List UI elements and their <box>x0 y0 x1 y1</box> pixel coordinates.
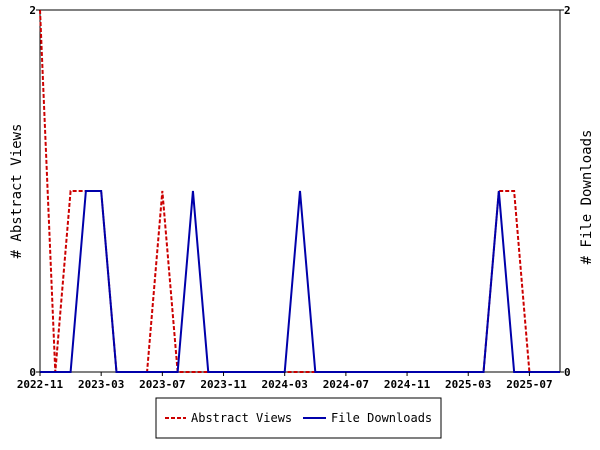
x-tick-label: 2024-07 <box>323 378 369 391</box>
x-tick-label: 2023-03 <box>78 378 124 391</box>
legend-label-abstract-views: Abstract Views <box>191 411 292 425</box>
y-axis-title-left: # Abstract Views <box>9 124 25 259</box>
legend-box <box>155 397 442 439</box>
y-tick-label-right: 0 <box>564 366 571 379</box>
x-tick-label: 2025-07 <box>506 378 552 391</box>
legend-label-file-downloads: File Downloads <box>331 411 432 425</box>
y-axis-title-right: # File Downloads <box>579 130 595 265</box>
x-axis: 2022-11 2023-03 2023-07 2023-11 2024-03 2024-… <box>17 372 553 391</box>
y-axes: 0 0 2 2 <box>29 4 570 379</box>
legend: Abstract Views File Downloads <box>155 397 442 439</box>
x-tick-label: 2025-03 <box>445 378 491 391</box>
x-tick-label: 2022-11 <box>17 378 64 391</box>
series-layer <box>39 9 560 373</box>
y-tick-label-left: 0 <box>29 366 36 379</box>
x-tick-label: 2023-07 <box>139 378 185 391</box>
y-tick-label-left: 2 <box>29 4 36 17</box>
x-tick-label: 2023-11 <box>200 378 247 391</box>
x-tick-label: 2024-11 <box>384 378 431 391</box>
series-line-abstract-views <box>39 9 560 373</box>
series-line-file-downloads <box>40 190 560 373</box>
x-tick-label: 2024-03 <box>262 378 308 391</box>
y-tick-label-right: 2 <box>564 4 571 17</box>
